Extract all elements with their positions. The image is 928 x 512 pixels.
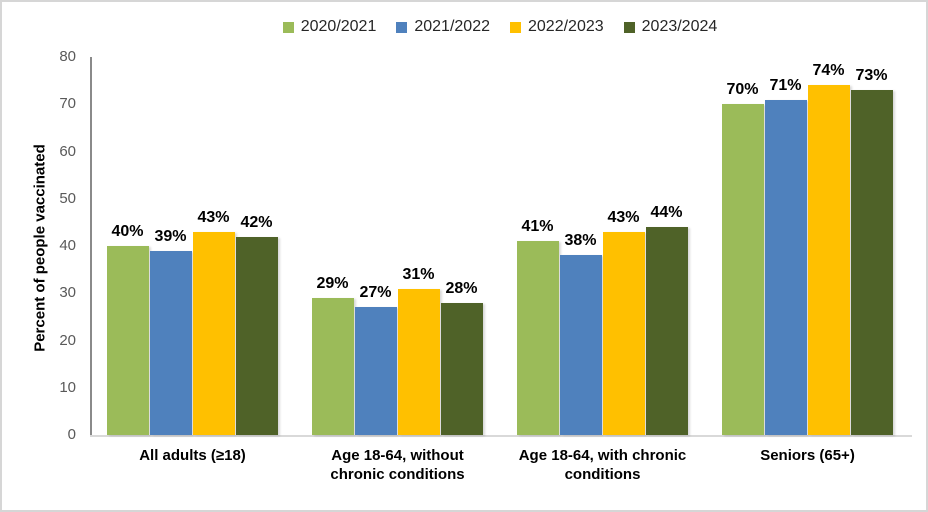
y-tick-label: 30 — [59, 284, 76, 302]
y-tick-label: 50 — [59, 189, 76, 207]
category-label: Seniors (65+) — [760, 447, 855, 464]
bar-2020-2021 — [106, 246, 149, 435]
bar-2021-2022 — [354, 307, 397, 435]
y-tick-label: 80 — [59, 48, 76, 65]
bar-2021-2022 — [149, 250, 192, 435]
legend-swatch-icon — [623, 21, 635, 33]
y-tick-label: 40 — [59, 237, 76, 254]
bar-value-label: 71% — [769, 76, 802, 94]
legend-item: 2021/2022 — [396, 19, 490, 35]
bar-value-label: 43% — [607, 208, 640, 226]
bar-value-label: 27% — [359, 284, 392, 302]
legend-item: 2022/2023 — [510, 19, 604, 35]
y-tick-label: 70 — [59, 95, 76, 113]
legend-swatch-icon — [282, 21, 294, 33]
bar-value-label: 39% — [154, 227, 187, 245]
legend-swatch-icon — [510, 21, 521, 33]
bar-2020-2021 — [311, 297, 354, 435]
bar-value-label: 28% — [445, 279, 478, 297]
category-label: All adults (≥18) — [139, 447, 246, 464]
bar-2023-2024 — [850, 90, 893, 435]
legend-label: 2020/2021 — [300, 18, 377, 35]
bar-value-label: 43% — [197, 208, 230, 226]
bar-value-label: 38% — [564, 232, 597, 250]
bar-value-label: 74% — [812, 62, 845, 80]
bar-2020-2021 — [721, 104, 764, 435]
legend-label: 2023/2024 — [641, 18, 718, 35]
bar-2021-2022 — [764, 99, 807, 435]
legend-swatch-icon — [396, 21, 408, 33]
category-label: Age 18-64, with chronic conditions — [518, 447, 687, 483]
bar-value-label: 41% — [521, 218, 554, 236]
legend-label: 2022/2023 — [528, 18, 604, 35]
y-tick-label: 20 — [59, 331, 76, 349]
bar-2022-2023 — [397, 288, 440, 435]
bar-2023-2024 — [235, 236, 278, 435]
x-axis-line — [90, 435, 912, 437]
bar-value-label: 42% — [240, 213, 273, 231]
legend-label: 2021/2022 — [414, 18, 490, 35]
chart-legend: 2020/2021 2021/2022 2022/2023 2023/2024 — [90, 14, 910, 40]
y-tick-label: 0 — [67, 426, 76, 443]
bar-value-label: 29% — [316, 274, 349, 292]
y-axis-line — [90, 57, 92, 437]
bar-value-label: 70% — [726, 81, 759, 99]
y-tick-label: 10 — [59, 378, 76, 396]
bar-2022-2023 — [602, 231, 645, 435]
legend-item: 2020/2021 — [282, 18, 377, 35]
legend-item: 2023/2024 — [623, 18, 718, 35]
bar-value-label: 31% — [402, 265, 435, 283]
bar-value-label: 40% — [111, 223, 144, 240]
bar-value-label: 73% — [855, 67, 888, 85]
bar-2020-2021 — [516, 241, 559, 435]
bar-2022-2023 — [807, 85, 850, 435]
y-tick-label: 60 — [59, 142, 76, 160]
bar-2021-2022 — [559, 255, 602, 435]
bar-2023-2024 — [645, 227, 688, 435]
category-label: Age 18-64, without chronic conditions — [330, 447, 465, 483]
bar-2022-2023 — [192, 231, 235, 435]
bar-value-label: 44% — [650, 204, 683, 222]
bar-2023-2024 — [440, 302, 483, 435]
